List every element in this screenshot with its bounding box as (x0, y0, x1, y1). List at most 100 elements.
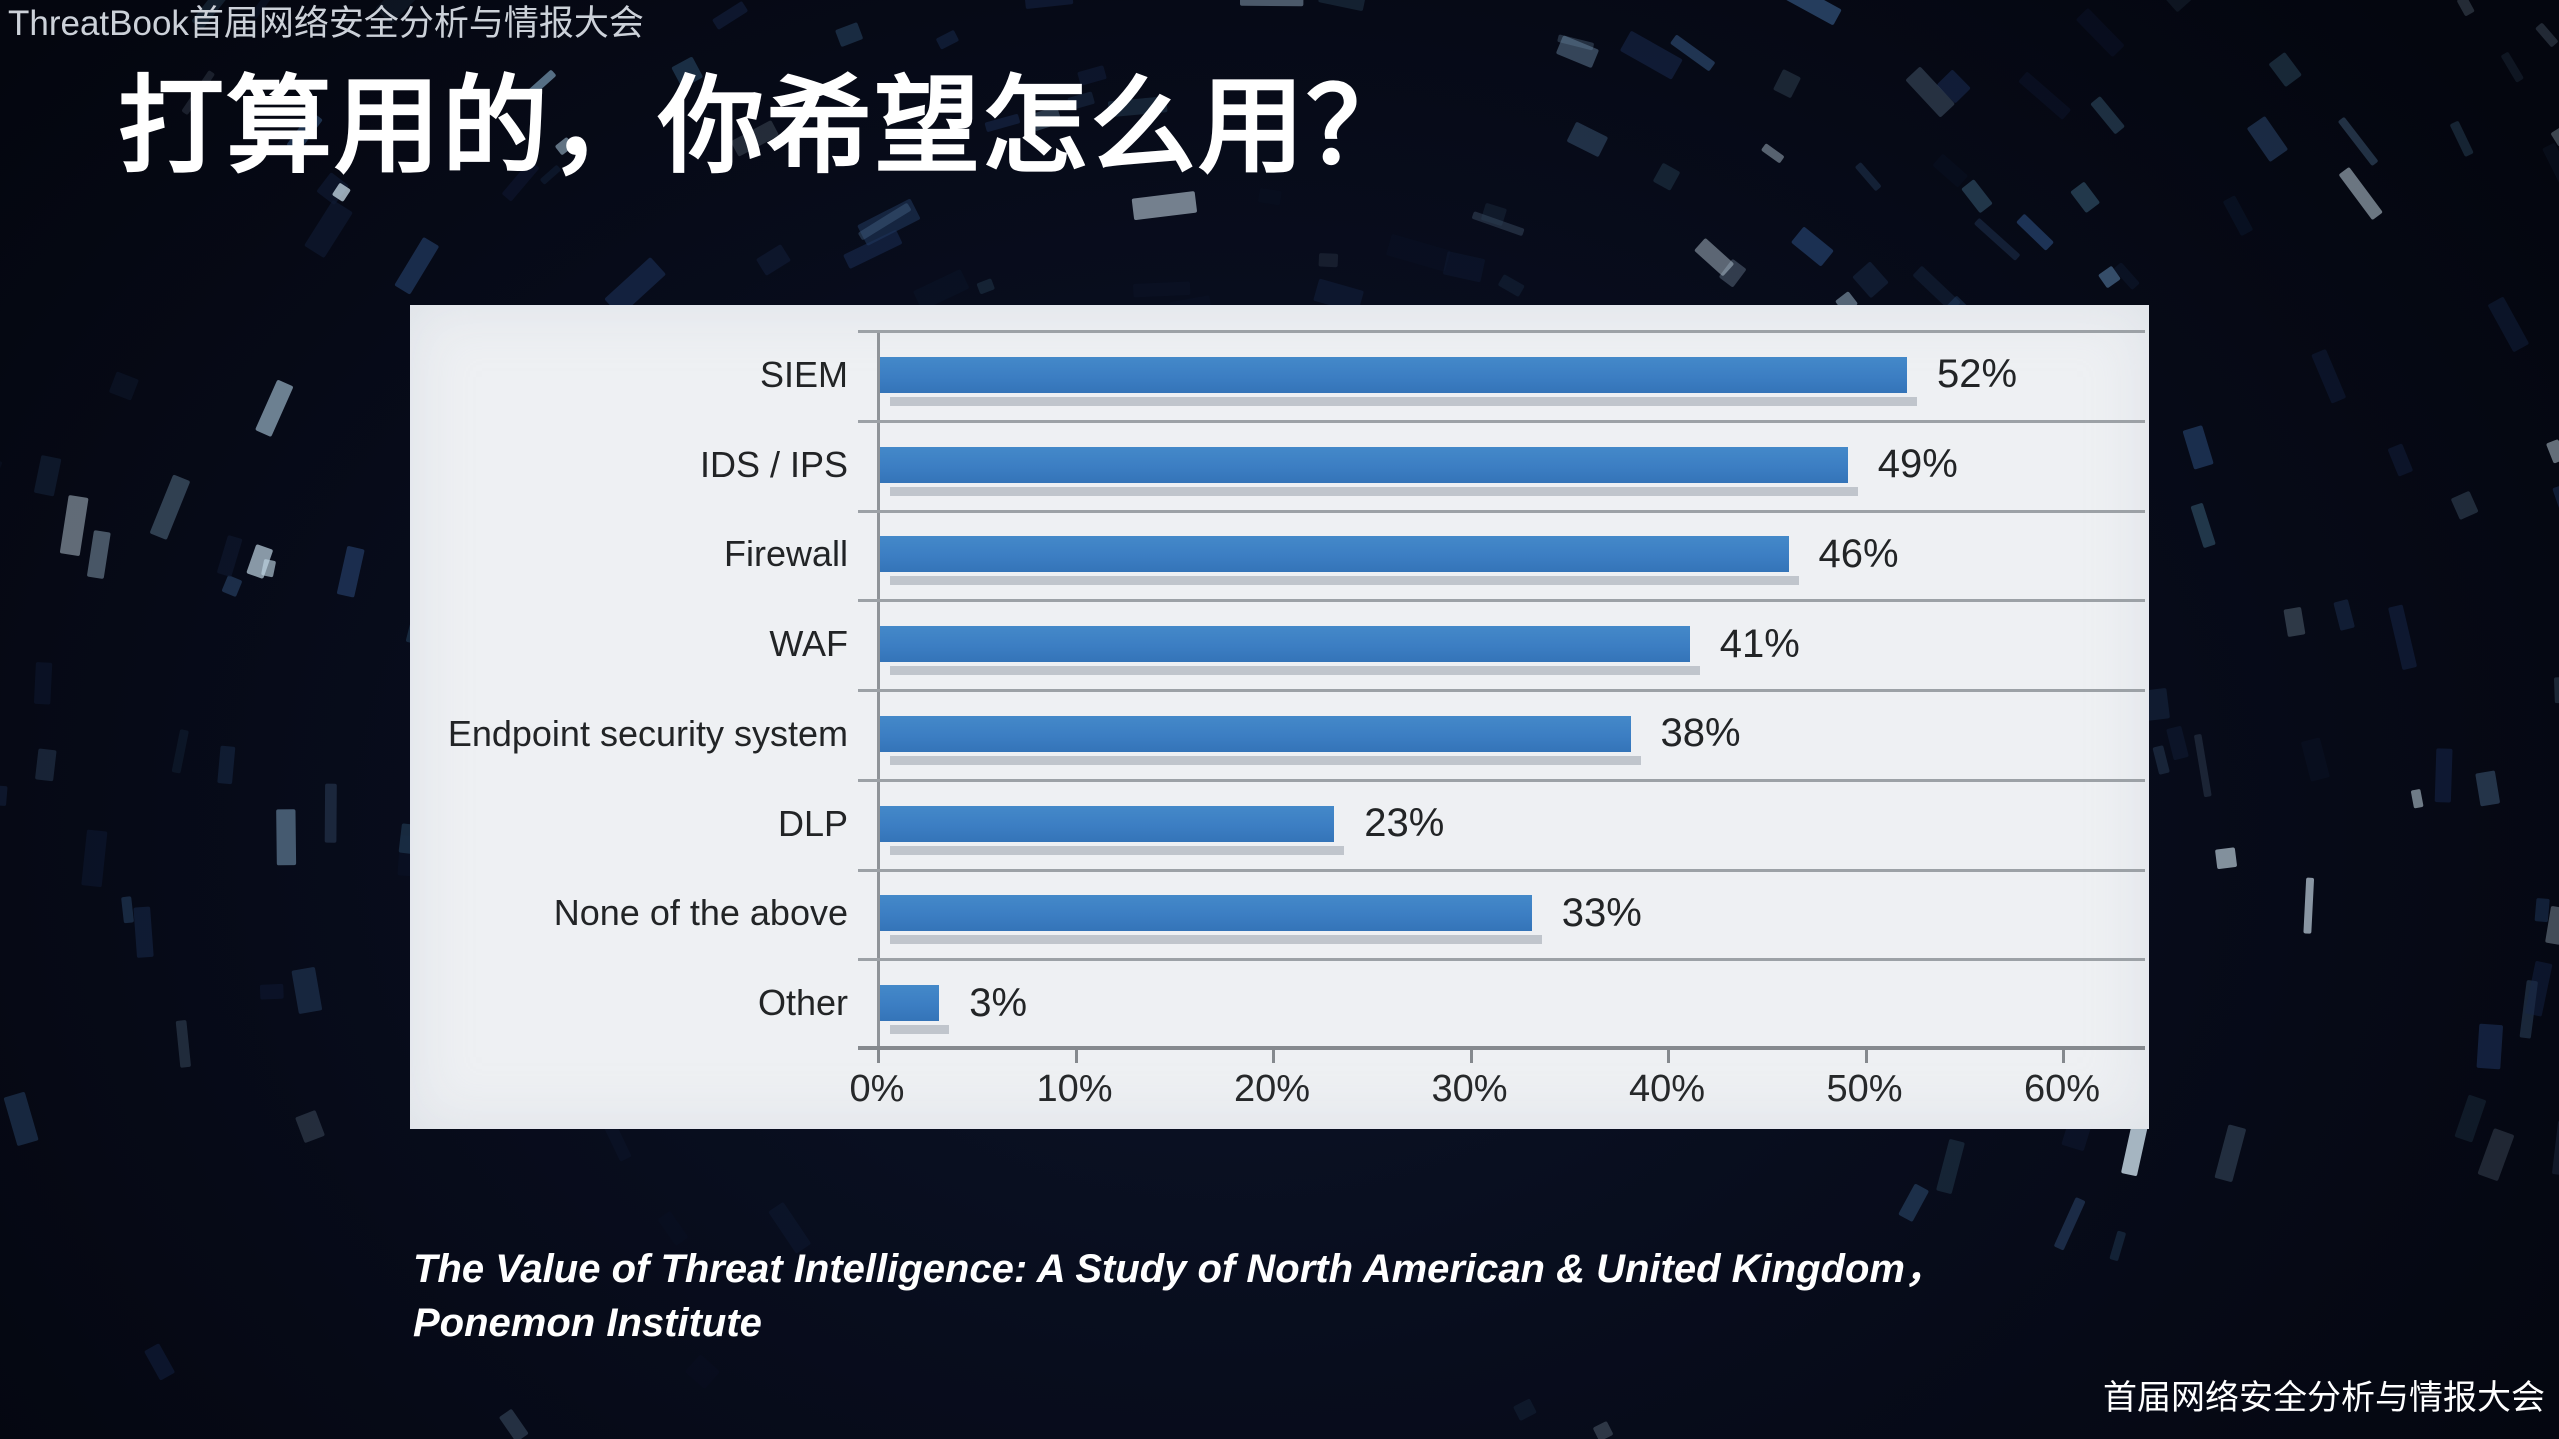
gridline (858, 330, 2145, 333)
category-label: None of the above (553, 892, 848, 934)
background-dash (2109, 1230, 2126, 1261)
background-dash (250, 0, 279, 20)
background-dash (376, 0, 419, 24)
background-dash (2542, 143, 2559, 189)
category-label: Other (757, 982, 848, 1024)
background-dash (976, 278, 995, 294)
background-dash (175, 1020, 191, 1068)
background-dash (2411, 789, 2424, 809)
background-dash (60, 495, 89, 556)
background-dash (1513, 1398, 1537, 1421)
bar-chart-panel: SIEM IDS / IPS Firewall WAF Endpoint securit… (410, 305, 2149, 1129)
chart-row: 41% (858, 599, 2145, 689)
background-dash (3, 1092, 39, 1146)
background-dash (1761, 143, 1784, 163)
background-dash (276, 809, 297, 866)
gridline (858, 599, 2145, 603)
background-dash (171, 729, 189, 774)
bar-value-label: 33% (1561, 890, 1642, 935)
chart-row: 46% (858, 510, 2145, 600)
source-caption-line2: Ponemon Institute (413, 1301, 762, 1345)
x-axis-tick-label: 60% (2023, 1068, 2101, 1110)
background-dash (295, 1110, 325, 1143)
background-dash (324, 783, 337, 843)
background-dash (33, 662, 53, 705)
background-dash (2552, 484, 2559, 510)
chart-row: 23% (858, 779, 2145, 869)
background-dash (605, 257, 666, 316)
background-dash (35, 748, 57, 782)
x-axis-tick (1469, 1048, 1473, 1063)
background-dash (2144, 688, 2170, 721)
background-dash (1107, 96, 1168, 118)
background-dash (2214, 1124, 2246, 1182)
background-dash (2311, 349, 2346, 404)
background-dash (1556, 35, 1599, 68)
x-axis-tick-label: 40% (1628, 1068, 1706, 1110)
background-dash (2545, 906, 2559, 945)
background-dash (1498, 274, 1525, 297)
x-axis-tick-label: 0% (849, 1068, 905, 1110)
background-dash (304, 200, 353, 258)
background-dash (913, 269, 969, 311)
background-dash (2546, 439, 2559, 464)
gridline (858, 419, 2145, 423)
background-dash (287, 112, 323, 153)
background-dash (2475, 770, 2500, 807)
background-dash (81, 829, 108, 888)
background-dash (2121, 1116, 2149, 1176)
background-dash (1974, 218, 2020, 261)
background-dash (756, 244, 791, 276)
background-dash (526, 70, 556, 98)
source-caption: The Value of Threat Intelligence: A Stud… (413, 1242, 2113, 1350)
x-axis-tick-label: 30% (1431, 1068, 1508, 1110)
x-axis-line (858, 1046, 2145, 1050)
page-title: 打算用的，你希望怎么用？ (118, 68, 1414, 186)
background-dash (1620, 31, 1683, 80)
bar (880, 536, 1798, 586)
background-dash (936, 30, 959, 50)
bar-value-label: 3% (969, 980, 1028, 1025)
background-dash (2301, 737, 2330, 782)
background-dash (1443, 251, 1485, 283)
background-dash (1258, 188, 1282, 206)
background-dash (2283, 607, 2306, 637)
background-dash (1933, 154, 1968, 187)
background-dash (182, 70, 215, 115)
background-dash (712, 1, 748, 30)
background-dash (2388, 604, 2417, 670)
background-dash (1067, 91, 1095, 110)
background-dash (2182, 425, 2214, 470)
background-dash (835, 22, 863, 47)
background-dash (1386, 234, 1451, 272)
category-label: IDS / IPS (699, 443, 848, 485)
background-dash (2223, 195, 2253, 236)
bar (880, 895, 1542, 945)
chart-row: 52% (858, 330, 2145, 420)
background-dash (540, 165, 561, 185)
bar-value-label: 38% (1660, 711, 1741, 756)
background-dash (2157, 0, 2194, 12)
background-dash (259, 983, 284, 1000)
background-dash (2247, 116, 2288, 162)
background-dash (2070, 182, 2100, 213)
background-dash (2339, 167, 2383, 220)
background-dash (2388, 443, 2413, 477)
background-dash (2476, 1023, 2503, 1070)
background-dash (1318, 0, 1367, 11)
background-dash (2477, 1128, 2514, 1181)
background-dash (2166, 726, 2189, 760)
background-dash (1961, 179, 1993, 213)
category-label: Firewall (723, 533, 848, 575)
background-dash (1853, 262, 1889, 298)
bar-value-label: 41% (1719, 621, 1800, 666)
background-dash (2076, 8, 2124, 57)
background-dash (1481, 203, 1507, 226)
gridline (858, 509, 2145, 513)
background-dash (1593, 1421, 1613, 1439)
background-dash (2054, 1197, 2086, 1250)
background-dash (1719, 259, 1746, 287)
background-dash (1472, 211, 1525, 236)
x-axis-tick-label: 10% (1036, 1068, 1113, 1110)
